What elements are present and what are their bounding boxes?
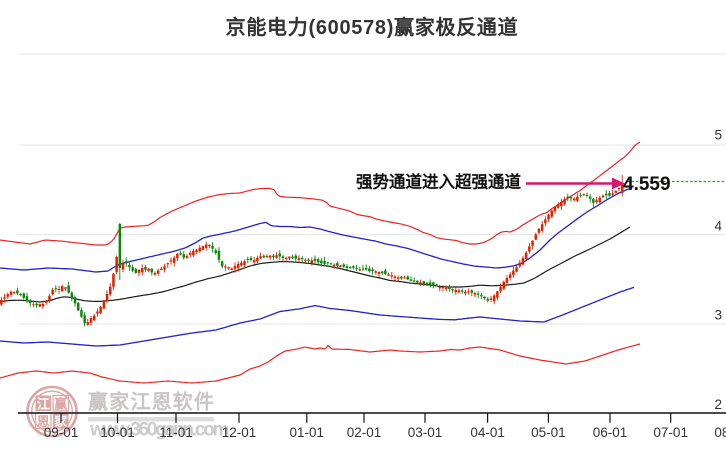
svg-text:05-01: 05-01 [531,425,566,440]
svg-text:强势通道进入超强通道: 强势通道进入超强通道 [356,172,522,192]
svg-text:08-01: 08-01 [714,425,726,440]
svg-text:12-01: 12-01 [222,425,257,440]
svg-text:5: 5 [714,128,722,143]
svg-text:4: 4 [714,219,722,234]
svg-text:04-01: 04-01 [470,425,505,440]
svg-text:赢: 赢 [54,396,67,411]
svg-text:江: 江 [37,396,50,411]
svg-text:www.360gann.com: www.360gann.com [89,420,229,441]
svg-text:4.559: 4.559 [623,174,671,195]
svg-text:11-01: 11-01 [159,425,193,440]
svg-text:3: 3 [714,308,722,323]
svg-text:02-01: 02-01 [347,425,382,440]
svg-text:10-01: 10-01 [100,425,135,440]
svg-text:07-01: 07-01 [653,425,688,440]
svg-text:京能电力(600578)赢家极反通道: 京能电力(600578)赢家极反通道 [226,15,519,39]
svg-text:赢家江恩软件: 赢家江恩软件 [88,390,215,414]
svg-text:01-01: 01-01 [290,425,325,440]
svg-text:03-01: 03-01 [408,425,443,440]
svg-text:06-01: 06-01 [593,425,628,440]
svg-text:2: 2 [714,397,722,412]
svg-text:09-01: 09-01 [44,425,79,440]
svg-text:恩: 恩 [37,414,50,429]
